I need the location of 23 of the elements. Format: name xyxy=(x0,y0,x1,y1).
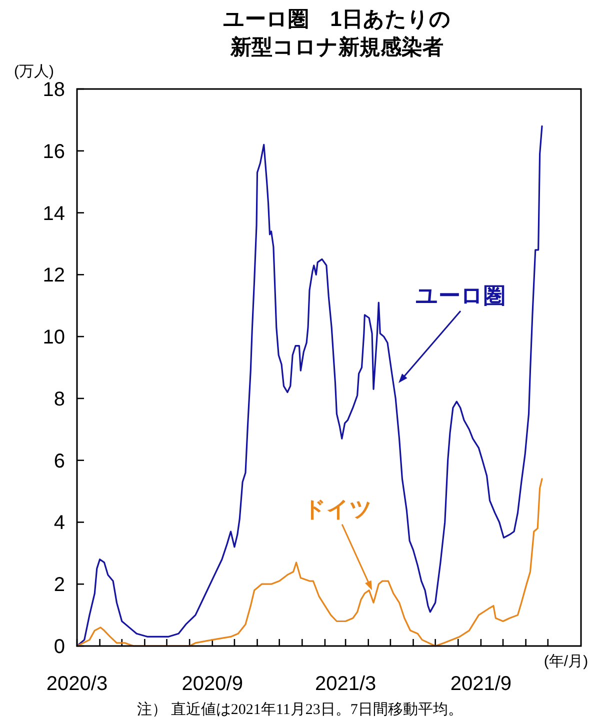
chart-subtitle: 新型コロナ新規感染者 xyxy=(230,35,444,59)
y-tick-label: 6 xyxy=(54,450,65,472)
y-tick-label: 0 xyxy=(54,636,65,658)
y-tick-label: 18 xyxy=(42,79,65,101)
x-tick-label: 2020/9 xyxy=(182,673,243,695)
y-tick-label: 4 xyxy=(54,512,65,534)
x-tick-label: 2021/9 xyxy=(450,673,512,695)
y-tick-label: 10 xyxy=(42,326,65,349)
x-tick-label: 2020/3 xyxy=(46,673,108,695)
y-axis-title: (万人) xyxy=(14,63,54,80)
line-series xyxy=(76,478,543,647)
x-axis-title: (年/月) xyxy=(544,653,588,670)
x-tick-label: 2021/3 xyxy=(314,673,376,695)
text: 注） 直近値は2021年11月23日。7日間移動平均。 xyxy=(137,701,463,718)
annotation: ユーロ圏 xyxy=(416,282,506,308)
y-tick-label: 2 xyxy=(54,574,65,596)
annotation: ドイツ xyxy=(304,496,373,522)
y-tick-label: 8 xyxy=(54,388,65,410)
y-tick-label: 16 xyxy=(42,140,65,163)
y-tick-label: 12 xyxy=(42,264,65,287)
chart-title: ユーロ圏 1日あたりの xyxy=(223,8,451,31)
y-tick-label: 14 xyxy=(42,202,65,225)
line-series xyxy=(76,125,543,647)
